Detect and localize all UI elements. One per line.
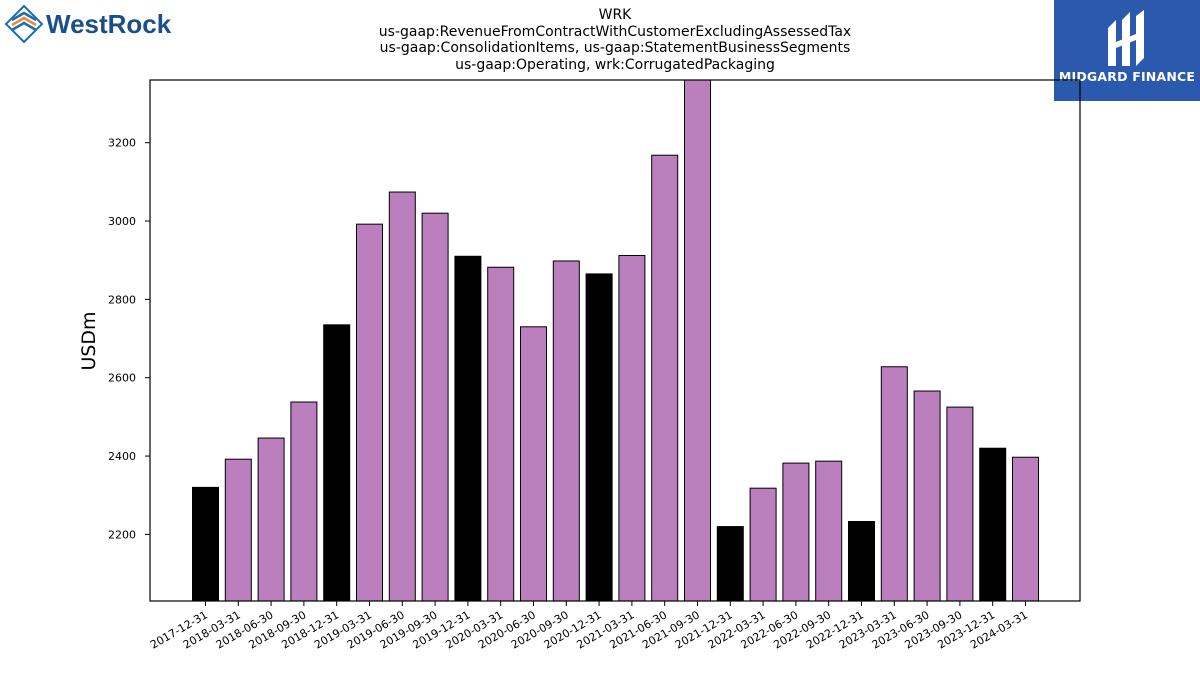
- bar-2022-09-30: [815, 460, 843, 601]
- westrock-diamond-logo-icon: [4, 4, 44, 44]
- bar-2020-12-31: [585, 273, 613, 601]
- y-tick-label-2800: 2800: [108, 293, 136, 306]
- bar-2017-12-31: [192, 486, 219, 601]
- bar-2024-03-31: [1012, 456, 1039, 601]
- y-tick-label-2200: 2200: [108, 528, 136, 541]
- bar-2020-09-30: [552, 260, 580, 601]
- bar-2023-12-31: [979, 447, 1007, 601]
- bar-2019-06-30: [388, 191, 416, 601]
- y-tick-label-2400: 2400: [108, 450, 136, 463]
- bar-2018-12-31: [323, 324, 351, 601]
- chart-title-line-2: us-gaap:RevenueFromContractWithCustomerE…: [378, 23, 852, 40]
- chart-title: WRK us-gaap:RevenueFromContractWithCusto…: [300, 7, 930, 73]
- westrock-logo-text: WestRock: [46, 9, 172, 39]
- bar-2021-06-30: [651, 154, 679, 601]
- plot-frame: [149, 79, 1081, 602]
- bar-2018-09-30: [290, 401, 318, 601]
- bar-2020-03-31: [487, 266, 515, 601]
- chart-title-line-3: us-gaap:ConsolidationItems, us-gaap:Stat…: [379, 40, 851, 56]
- bar-2022-06-30: [782, 462, 810, 601]
- midgard-finance-logo-icon: [1108, 10, 1144, 66]
- bar-2021-03-31: [618, 254, 646, 601]
- bar-2019-09-30: [421, 212, 449, 601]
- bar-2023-09-30: [946, 406, 974, 601]
- bar-2018-03-31: [224, 458, 252, 601]
- bar-2020-06-30: [520, 326, 547, 601]
- midgard-finance-logo-text: MIDGARD FINANCE: [1058, 69, 1196, 84]
- bar-2021-12-31: [716, 526, 744, 601]
- bar-2019-12-31: [454, 255, 482, 601]
- chart-title-line-4: us-gaap:Operating, wrk:CorrugatedPackagi…: [455, 56, 775, 73]
- y-tick-label-3200: 3200: [108, 137, 136, 150]
- bar-2023-03-31: [880, 366, 908, 601]
- bar-2019-03-31: [356, 223, 383, 601]
- y-axis-label: USDm: [78, 311, 100, 370]
- bar-2021-09-30: [684, 80, 711, 601]
- bar-2023-06-30: [913, 390, 941, 601]
- chart-title-line-1: WRK: [598, 7, 632, 23]
- bar-2022-03-31: [749, 487, 777, 601]
- bar-2022-12-31: [848, 520, 875, 601]
- bar-2018-06-30: [257, 437, 285, 601]
- midgard-finance-logo: MIDGARD FINANCE: [1054, 0, 1200, 101]
- y-tick-label-2600: 2600: [108, 372, 136, 385]
- y-tick-label-3000: 3000: [108, 215, 136, 228]
- westrock-logo: WestRock: [4, 4, 172, 44]
